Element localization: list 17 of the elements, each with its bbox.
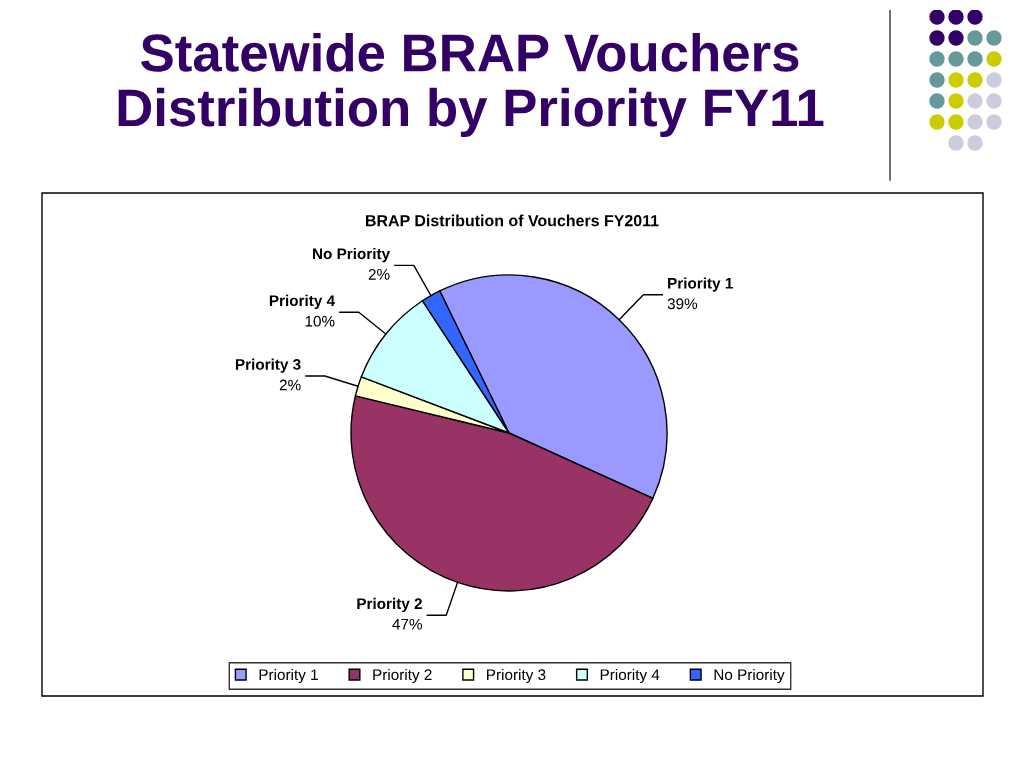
legend-label: Priority 2 [373, 668, 432, 684]
slice-label: Priority 3 [235, 358, 301, 373]
slice-label: Priority 2 [357, 597, 422, 613]
slice-label: Priority 1 [668, 277, 733, 292]
data-label: 10% [305, 315, 335, 327]
data-label: 2% [368, 268, 390, 280]
data-label: 2% [279, 379, 301, 391]
legend-label: Priority 4 [600, 668, 660, 684]
legend-label: Priority 1 [259, 668, 318, 684]
data-label: 39% [667, 298, 698, 310]
data-label: 47% [392, 618, 422, 630]
legend-label: No Priority [714, 668, 785, 684]
chart-subtitle: BRAP Distribution of Vouchers FY2011 [366, 214, 659, 227]
chart-title: Statewide BRAP Vouchers Distribution by Priority FY11 [118, 32, 824, 138]
legend-label: Priority 3 [487, 668, 546, 684]
slice-label: No Priority [313, 247, 391, 263]
slice-label: Priority 4 [269, 294, 335, 310]
